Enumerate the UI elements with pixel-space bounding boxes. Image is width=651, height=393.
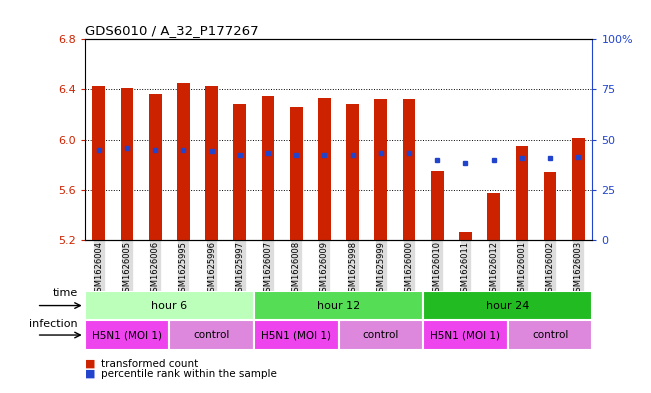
Bar xyxy=(318,98,331,240)
Bar xyxy=(374,99,387,240)
Bar xyxy=(254,320,339,350)
Bar xyxy=(488,193,500,240)
Text: hour 24: hour 24 xyxy=(486,301,529,310)
Text: hour 6: hour 6 xyxy=(151,301,187,310)
Bar xyxy=(177,83,189,240)
Text: control: control xyxy=(193,330,230,340)
Bar xyxy=(92,86,105,240)
Text: control: control xyxy=(532,330,568,340)
Text: control: control xyxy=(363,330,399,340)
Bar xyxy=(423,291,592,320)
Bar xyxy=(85,320,169,350)
Text: H5N1 (MOI 1): H5N1 (MOI 1) xyxy=(261,330,331,340)
Bar xyxy=(508,320,592,350)
Bar xyxy=(149,94,161,240)
Bar xyxy=(290,107,303,240)
Bar xyxy=(572,138,585,240)
Bar xyxy=(254,291,423,320)
Bar xyxy=(431,171,443,240)
Text: GDS6010 / A_32_P177267: GDS6010 / A_32_P177267 xyxy=(85,24,258,37)
Bar xyxy=(85,291,254,320)
Text: time: time xyxy=(53,288,78,298)
Text: H5N1 (MOI 1): H5N1 (MOI 1) xyxy=(430,330,501,340)
Text: transformed count: transformed count xyxy=(101,358,198,369)
Text: infection: infection xyxy=(29,319,78,329)
Bar xyxy=(120,88,133,240)
Bar xyxy=(403,99,415,240)
Bar xyxy=(423,320,508,350)
Bar xyxy=(339,320,423,350)
Bar xyxy=(544,172,557,240)
Text: H5N1 (MOI 1): H5N1 (MOI 1) xyxy=(92,330,162,340)
Text: hour 12: hour 12 xyxy=(317,301,360,310)
Bar xyxy=(169,320,254,350)
Text: percentile rank within the sample: percentile rank within the sample xyxy=(101,369,277,379)
Bar xyxy=(234,105,246,240)
Bar xyxy=(262,95,274,240)
Bar xyxy=(459,232,472,240)
Text: ■: ■ xyxy=(85,358,95,369)
Text: ■: ■ xyxy=(85,369,95,379)
Bar xyxy=(346,105,359,240)
Bar xyxy=(516,146,528,240)
Bar xyxy=(205,86,218,240)
